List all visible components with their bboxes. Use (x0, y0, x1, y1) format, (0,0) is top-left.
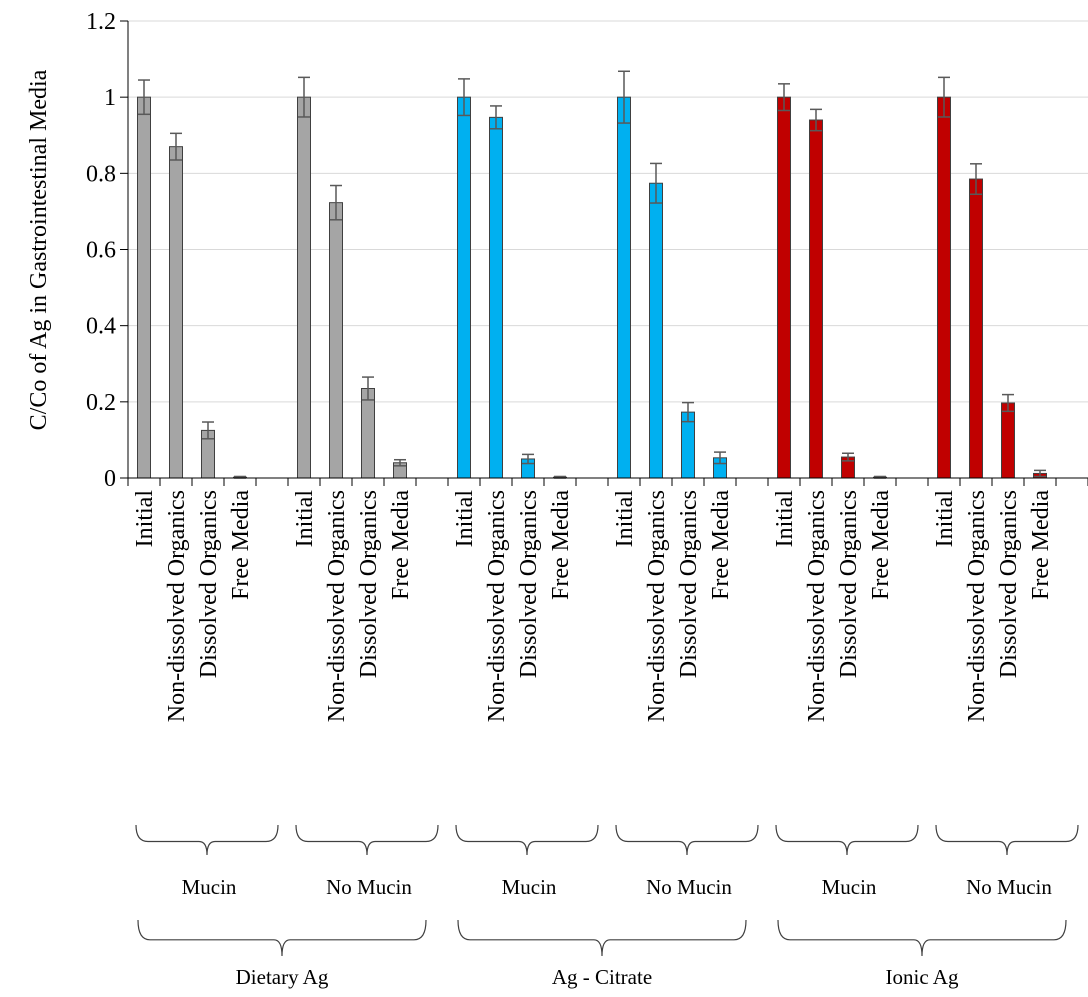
bar (330, 203, 343, 478)
x-tick-label: Initial (612, 490, 638, 548)
bar (170, 147, 183, 478)
bar (810, 120, 823, 478)
bar (938, 97, 951, 478)
bar (1002, 403, 1015, 478)
x-tick-label: Dissolved Organics (996, 490, 1022, 678)
group-brackets: Mucin No Mucin Mucin No Mucin Mucin No Mucin D… (136, 825, 1078, 989)
subgroup-label: Mucin (822, 875, 877, 899)
x-tick-label: Non-dissolved Organics (324, 490, 350, 722)
x-tick-label: Free Media (548, 490, 574, 600)
x-tick-label: Dissolved Organics (836, 490, 862, 678)
subgroup-bracket (136, 825, 278, 855)
bar (618, 97, 631, 478)
x-tick-label: Free Media (1028, 490, 1054, 600)
x-tick-label: Dissolved Organics (516, 490, 542, 678)
y-tick-label: 0.6 (86, 238, 116, 264)
group-label: Dietary Ag (236, 965, 329, 989)
bar (298, 97, 311, 478)
y-tick-labels: 0 0.2 0.4 0.6 0.8 1 1.2 (86, 9, 116, 492)
group-bracket (458, 920, 746, 956)
subgroup-label: Mucin (502, 875, 557, 899)
bar (650, 183, 663, 478)
x-tick-label: Free Media (708, 490, 734, 600)
y-tick-label: 0.2 (86, 390, 116, 416)
bar (138, 97, 151, 478)
x-tick-label: Dissolved Organics (356, 490, 382, 678)
subgroup-label: No Mucin (326, 875, 412, 899)
subgroup-bracket (776, 825, 918, 855)
group-bracket (138, 920, 426, 956)
x-tick-label: Non-dissolved Organics (964, 490, 990, 722)
x-tick-label: Non-dissolved Organics (164, 490, 190, 722)
group-bracket (778, 920, 1066, 956)
y-axis-label: C/Co of Ag in Gastrointestinal Media (26, 69, 52, 430)
subgroup-label: Mucin (182, 875, 237, 899)
subgroup-label: No Mucin (966, 875, 1052, 899)
subgroup-bracket (456, 825, 598, 855)
x-tick-label: Dissolved Organics (196, 490, 222, 678)
y-tick-label: 1.2 (86, 9, 116, 35)
category-labels: Initial Non-dissolved Organics Dissolved O… (132, 490, 1054, 723)
subgroup-bracket (616, 825, 758, 855)
bar (458, 97, 471, 478)
group-label: Ag - Citrate (552, 965, 652, 989)
subgroup-bracket (936, 825, 1078, 855)
x-tick-label: Initial (452, 490, 478, 548)
subgroup-label: No Mucin (646, 875, 732, 899)
bar (490, 117, 503, 478)
x-tick-label: Dissolved Organics (676, 490, 702, 678)
x-tick-label: Free Media (868, 490, 894, 600)
x-tick-label: Free Media (388, 490, 414, 600)
y-tick-label: 0.4 (86, 314, 116, 340)
y-tick-label: 1 (104, 85, 116, 111)
bars (138, 71, 1047, 478)
bar (970, 179, 983, 478)
x-tick-label: Initial (292, 490, 318, 548)
x-tick-label: Free Media (228, 490, 254, 600)
y-tick-label: 0.8 (86, 161, 116, 187)
x-tick-label: Non-dissolved Organics (484, 490, 510, 722)
x-tick-label: Initial (132, 490, 158, 548)
x-tick-label: Initial (932, 490, 958, 548)
bar (778, 97, 791, 478)
bar (362, 389, 375, 478)
x-tick-label: Non-dissolved Organics (644, 490, 670, 722)
y-tick-label: 0 (104, 466, 116, 492)
x-tick-label: Initial (772, 490, 798, 548)
x-tick-label: Non-dissolved Organics (804, 490, 830, 722)
subgroup-bracket (296, 825, 438, 855)
group-label: Ionic Ag (886, 965, 959, 989)
